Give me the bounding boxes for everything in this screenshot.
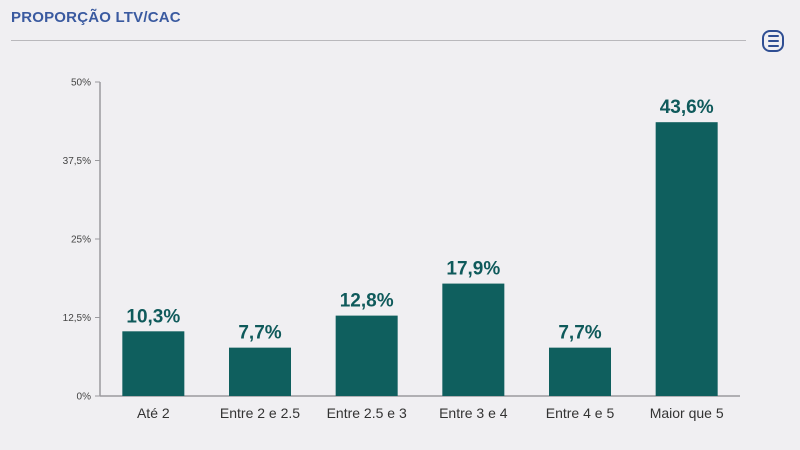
menu-line: [767, 45, 779, 47]
bar: [549, 347, 611, 396]
bar-value-label: 10,3%: [126, 306, 180, 327]
bar-value-label: 17,9%: [446, 259, 500, 280]
bar: [229, 347, 291, 396]
bar: [655, 122, 718, 396]
y-tick-label: 25%: [71, 235, 91, 246]
menu-line: [767, 40, 779, 42]
menu-line: [767, 35, 779, 37]
bar: [122, 331, 185, 396]
hamburger-menu-icon[interactable]: [762, 30, 784, 52]
bar-value-label: 7,7%: [238, 323, 281, 344]
title-divider: [11, 40, 746, 41]
y-tick-label: 37,5%: [63, 156, 91, 167]
bar: [335, 315, 398, 396]
x-category-label: Entre 2 e 2.5: [220, 405, 300, 421]
y-tick-label: 12,5%: [63, 313, 91, 324]
x-category-label: Maior que 5: [650, 405, 724, 421]
bar-value-label: 43,6%: [660, 97, 714, 118]
bar-value-label: 12,8%: [340, 291, 394, 312]
y-tick-label: 0%: [77, 392, 92, 403]
x-category-label: Até 2: [137, 405, 170, 421]
bar: [442, 283, 505, 396]
y-tick-label: 50%: [71, 78, 91, 89]
x-category-label: Entre 3 e 4: [439, 405, 508, 421]
x-category-label: Entre 4 e 5: [546, 405, 615, 421]
chart-title: PROPORÇÃO LTV/CAC: [11, 9, 181, 26]
x-category-label: Entre 2.5 e 3: [327, 405, 407, 421]
bar-value-label: 7,7%: [558, 323, 601, 344]
